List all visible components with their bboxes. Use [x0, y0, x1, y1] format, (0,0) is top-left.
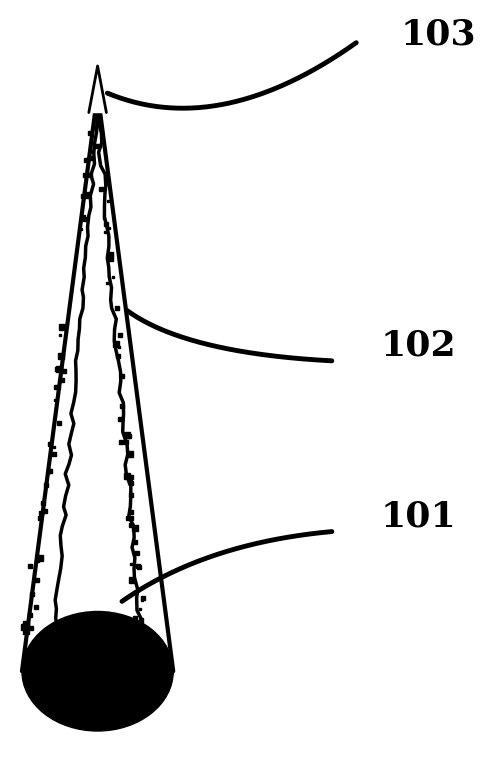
Text: 102: 102 [381, 328, 456, 362]
Polygon shape [51, 113, 144, 671]
Text: 101: 101 [381, 499, 456, 533]
Polygon shape [89, 66, 106, 113]
Ellipse shape [22, 611, 173, 731]
Polygon shape [22, 93, 173, 671]
Text: 103: 103 [400, 18, 476, 52]
